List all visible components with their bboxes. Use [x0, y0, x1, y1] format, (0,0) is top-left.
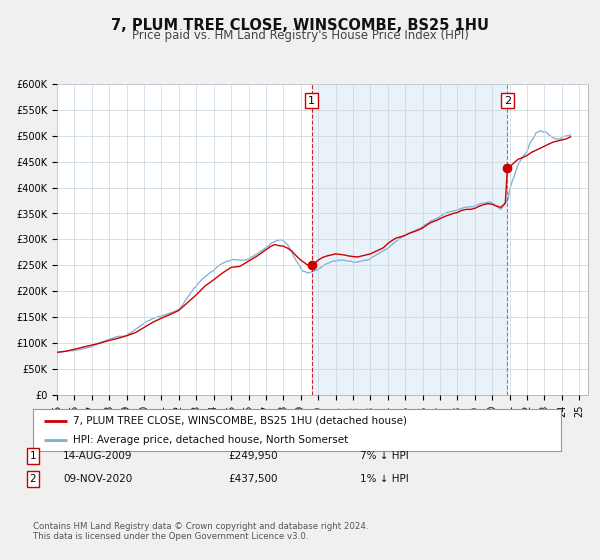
Text: 2: 2 — [504, 96, 511, 106]
Text: 7, PLUM TREE CLOSE, WINSCOMBE, BS25 1HU (detached house): 7, PLUM TREE CLOSE, WINSCOMBE, BS25 1HU … — [73, 416, 407, 426]
Text: HPI: Average price, detached house, North Somerset: HPI: Average price, detached house, Nort… — [73, 435, 348, 445]
Bar — [311, 84, 508, 395]
Text: £249,950: £249,950 — [228, 451, 278, 461]
Text: Contains HM Land Registry data © Crown copyright and database right 2024.
This d: Contains HM Land Registry data © Crown c… — [33, 522, 368, 542]
Text: 09-NOV-2020: 09-NOV-2020 — [63, 474, 132, 484]
Text: 14-AUG-2009: 14-AUG-2009 — [63, 451, 133, 461]
Text: 7% ↓ HPI: 7% ↓ HPI — [360, 451, 409, 461]
Text: 7, PLUM TREE CLOSE, WINSCOMBE, BS25 1HU: 7, PLUM TREE CLOSE, WINSCOMBE, BS25 1HU — [111, 18, 489, 33]
Text: 2: 2 — [29, 474, 37, 484]
Text: 1: 1 — [29, 451, 37, 461]
Text: Price paid vs. HM Land Registry's House Price Index (HPI): Price paid vs. HM Land Registry's House … — [131, 29, 469, 42]
Text: 1: 1 — [308, 96, 315, 106]
Text: 1% ↓ HPI: 1% ↓ HPI — [360, 474, 409, 484]
Text: £437,500: £437,500 — [228, 474, 277, 484]
